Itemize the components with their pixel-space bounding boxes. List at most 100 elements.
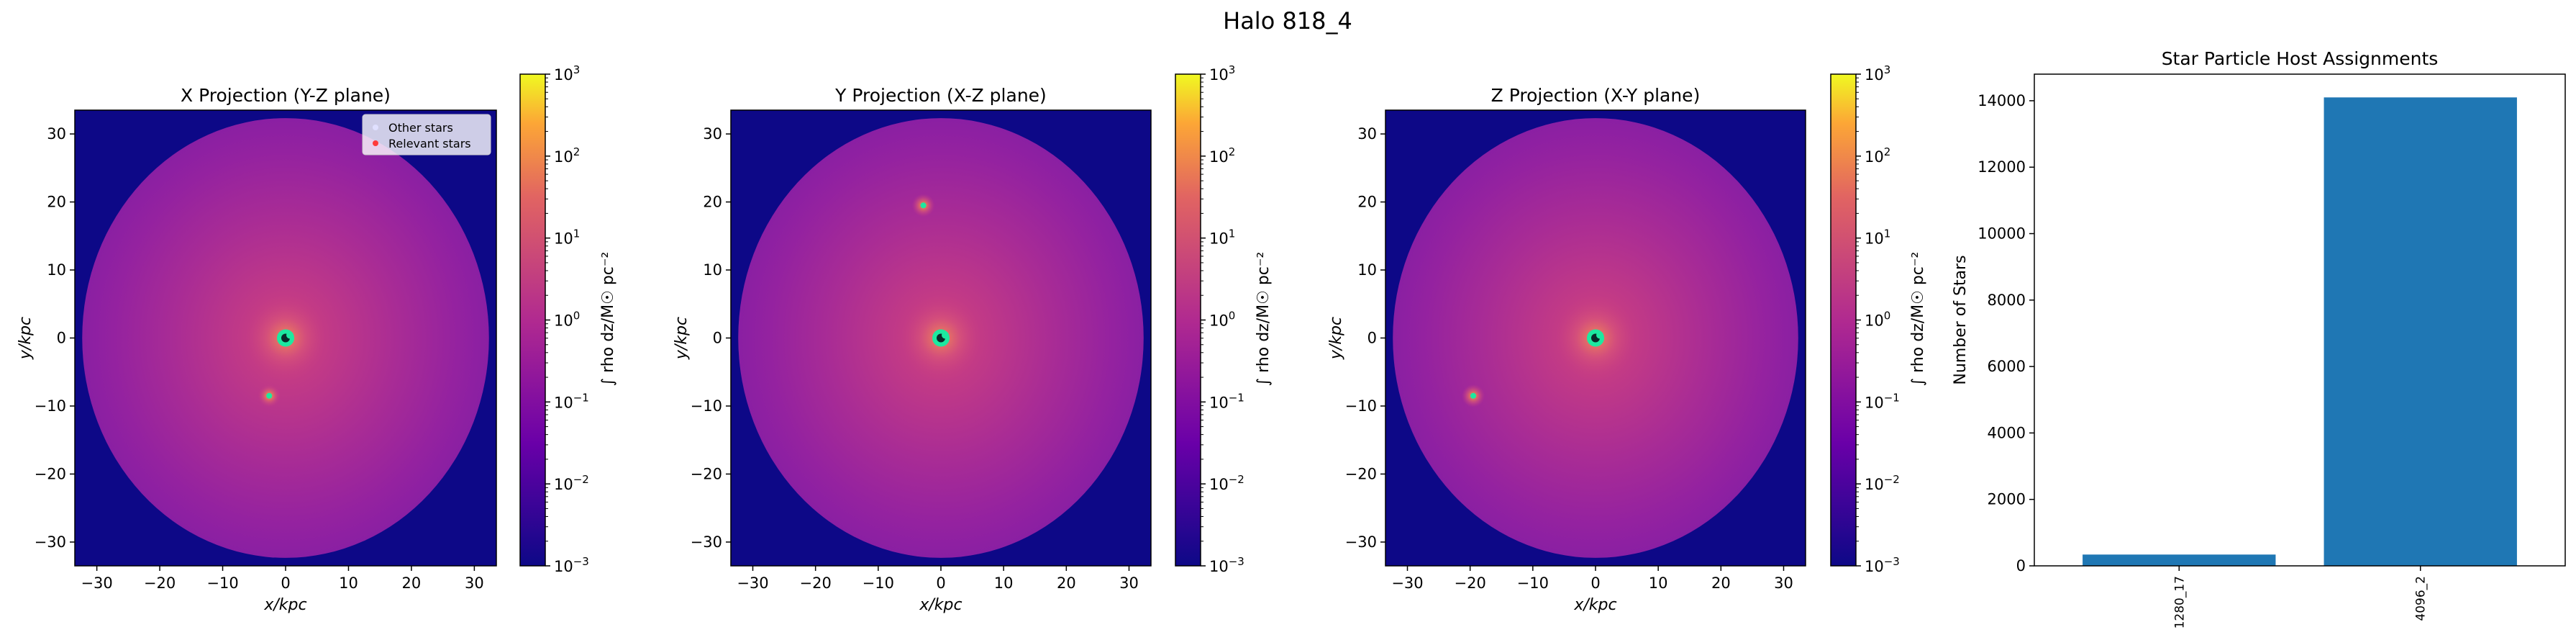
legend-entry-relevant: Relevant stars	[388, 137, 471, 150]
y-tick-label: 8000	[1988, 292, 2026, 309]
x-tick-label: 20	[1711, 574, 1731, 592]
x-tick-label: 30	[465, 574, 484, 592]
y-tick-label: 20	[1357, 194, 1377, 211]
x-axis-label: x/kpc	[919, 596, 962, 614]
y-tick-label: 0	[713, 330, 722, 347]
colorbar-gradient	[519, 73, 546, 567]
y-tick-label: −30	[691, 533, 722, 551]
x-tick-label: −30	[1391, 574, 1423, 592]
y-tick-label: −10	[691, 397, 722, 415]
y-tick-label: 30	[1357, 125, 1377, 143]
colorbar-gradient	[1830, 73, 1857, 567]
colorbar-tick-label: 10−1	[1865, 391, 1900, 411]
y-tick-label: 4000	[1988, 424, 2026, 441]
colorbar-tick-label: 103	[1209, 63, 1235, 84]
y-axis-label: y/kpc	[1327, 317, 1345, 360]
x-tick-label: 20	[1057, 574, 1076, 592]
y-tick-label: −20	[691, 465, 722, 482]
x-tick-label: 10	[339, 574, 358, 592]
colorbar-tick-label: 100	[554, 310, 580, 330]
panel-title: Z Projection (X-Y plane)	[1491, 85, 1701, 106]
panel-title: X Projection (Y-Z plane)	[181, 85, 391, 106]
colorbar-tick-label: 101	[1209, 227, 1235, 248]
bar-category-label: 1280_17	[2172, 576, 2187, 628]
heatmap-panel-1: X Projection (Y-Z plane)−30 −20 −10 0 10 20 30…	[17, 63, 589, 614]
x-tick-label: 20	[402, 574, 422, 592]
main-halo-stars-2	[942, 331, 949, 339]
y-tick-label: 10	[1357, 261, 1377, 279]
y-tick-label: 0	[2016, 557, 2026, 574]
x-tick-label: 0	[281, 574, 290, 592]
colorbar-label-3: ∫ rho dz/M☉ pc⁻²	[1909, 252, 1927, 387]
y-tick-label: 14000	[1977, 92, 2026, 109]
x-tick-label: −10	[206, 574, 238, 592]
y-tick-label: 20	[47, 194, 66, 211]
colorbar-tick-label: 10−1	[554, 391, 589, 411]
colorbar-tick-label: 101	[1865, 227, 1890, 248]
y-tick-label: −10	[35, 397, 66, 415]
y-axis-label: Number of Stars	[1952, 255, 1970, 384]
colorbar-tick-label: 102	[1865, 145, 1890, 166]
legend-box	[362, 114, 491, 156]
colorbar-tick-label: 10−3	[554, 555, 589, 575]
colorbar-tick-label: 10−1	[1209, 391, 1244, 411]
colorbar: 103 102 101 100 10−1 10−2 10−3	[1830, 63, 1900, 575]
y-tick-label: 0	[57, 330, 66, 347]
x-axis-label: x/kpc	[263, 596, 306, 614]
x-tick-label: −20	[800, 574, 832, 592]
panel-title: Y Projection (X-Z plane)	[834, 85, 1047, 106]
colorbar-tick-label: 102	[554, 145, 580, 166]
colorbar-label-1: ∫ rho dz/M☉ pc⁻²	[599, 252, 617, 387]
y-tick-label: −10	[1345, 397, 1377, 415]
bar-chart-panel: 1280_17 4096_2 0 2000 4000 6000 8000 10000 12000…	[1952, 48, 2566, 628]
satellite-stars	[266, 392, 273, 399]
colorbar-label-2: ∫ rho dz/M☉ pc⁻²	[1255, 252, 1273, 387]
colorbar-tick-label: 10−2	[1865, 473, 1900, 493]
axes-frame	[2034, 73, 2566, 567]
heatmap-panel-2: Y Projection (X-Z plane)−30 −20 −10 0 10 20 30…	[673, 63, 1244, 614]
y-axis-label: y/kpc	[17, 317, 35, 360]
colorbar-tick-label: 102	[1209, 145, 1235, 166]
y-tick-label: 20	[703, 194, 722, 211]
legend-marker-other	[373, 125, 378, 130]
colorbar-tick-label: 103	[554, 63, 580, 84]
satellite-stars	[1470, 392, 1477, 399]
x-tick-label: −10	[863, 574, 894, 592]
y-tick-label: 10000	[1977, 225, 2026, 243]
colorbar-tick-label: 100	[1209, 310, 1235, 330]
x-axis-label: x/kpc	[1573, 596, 1616, 614]
panel-title: Star Particle Host Assignments	[2162, 48, 2439, 69]
y-tick-label: 30	[47, 125, 66, 143]
colorbar-tick-label: 10−3	[1209, 555, 1244, 575]
colorbar: 103 102 101 100 10−1 10−2 10−3	[519, 63, 589, 575]
y-tick-label: 30	[703, 125, 722, 143]
y-tick-label: 2000	[1988, 491, 2026, 508]
legend-entry-other: Other stars	[388, 121, 453, 135]
colorbar-tick-label: 10−3	[1865, 555, 1900, 575]
x-tick-label: −30	[81, 574, 112, 592]
y-axis-label: y/kpc	[673, 317, 691, 360]
colorbar-tick-label: 10−2	[554, 473, 589, 493]
colorbar-tick-label: 101	[554, 227, 580, 248]
main-halo-stars-2	[286, 331, 293, 339]
bar-category-label: 4096_2	[2414, 576, 2429, 621]
bar-4096_2	[2324, 97, 2517, 566]
x-tick-label: −30	[737, 574, 768, 592]
y-tick-label: −20	[1345, 465, 1377, 482]
y-tick-label: −30	[35, 533, 66, 551]
y-tick-label: 10	[47, 261, 66, 279]
y-tick-label: 6000	[1988, 358, 2026, 375]
y-tick-label: 0	[1367, 330, 1377, 347]
x-tick-label: −10	[1517, 574, 1549, 592]
x-tick-label: 0	[1590, 574, 1600, 592]
colorbar: 103 102 101 100 10−1 10−2 10−3	[1175, 63, 1244, 575]
x-tick-label: 10	[1649, 574, 1668, 592]
x-tick-label: 10	[994, 574, 1014, 592]
x-tick-label: −20	[144, 574, 176, 592]
y-tick-label: −30	[1345, 533, 1377, 551]
x-tick-label: 0	[936, 574, 945, 592]
y-tick-label: 10	[703, 261, 722, 279]
x-tick-label: −20	[1455, 574, 1486, 592]
colorbar-tick-label: 103	[1865, 63, 1890, 84]
